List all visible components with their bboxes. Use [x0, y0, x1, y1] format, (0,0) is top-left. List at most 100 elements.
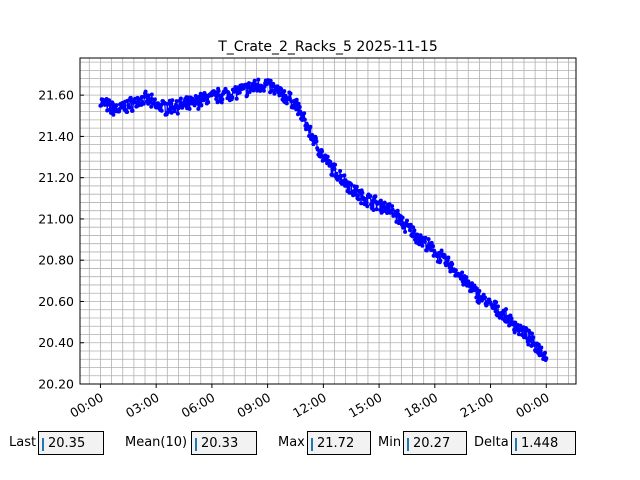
data-point [302, 117, 307, 122]
data-point [302, 111, 307, 116]
y-tick-label: 21.60 [38, 88, 74, 103]
data-point [359, 201, 364, 206]
data-point [206, 100, 211, 105]
y-tick-label: 21.00 [38, 211, 74, 226]
data-point [496, 304, 500, 309]
data-point [169, 110, 174, 115]
data-point [423, 235, 428, 240]
data-point [365, 204, 370, 209]
data-point [146, 93, 151, 98]
data-point [168, 101, 173, 106]
text-cursor [407, 438, 409, 451]
data-point [199, 103, 204, 108]
min-value: 20.27 [413, 436, 451, 451]
data-point [401, 225, 406, 230]
data-point [255, 88, 260, 93]
data-point [429, 248, 434, 253]
data-point [509, 316, 514, 321]
data-point [332, 167, 337, 171]
data-point [130, 108, 135, 113]
mean-field[interactable]: 20.33 [191, 431, 257, 455]
x-tick-label: 21:00 [457, 390, 496, 421]
data-point [237, 90, 242, 95]
data-point [111, 112, 116, 117]
data-point [313, 136, 318, 141]
y-tick-label: 21.20 [38, 170, 74, 185]
data-point [279, 87, 284, 92]
data-point [408, 228, 412, 233]
data-point [342, 173, 347, 178]
data-point [460, 270, 465, 275]
data-point [356, 193, 360, 198]
series [98, 77, 549, 362]
data-point [282, 89, 287, 94]
data-point [268, 78, 273, 83]
data-point [536, 342, 541, 347]
text-cursor [515, 438, 517, 451]
data-point [508, 313, 513, 318]
data-point [374, 207, 379, 212]
data-point [346, 187, 351, 192]
data-point [261, 88, 266, 93]
x-tick-label: 00:00 [513, 390, 552, 421]
data-point [270, 88, 274, 93]
data-point [382, 200, 387, 205]
data-point [418, 233, 423, 238]
last-value: 20.35 [48, 436, 86, 451]
x-tick-label: 18:00 [402, 390, 441, 421]
data-point [247, 81, 251, 86]
y-tick-label: 21.40 [38, 129, 74, 144]
data-point [284, 101, 289, 106]
data-point [308, 124, 313, 129]
delta-value: 1.448 [521, 436, 559, 451]
data-point [395, 208, 400, 213]
data-point [504, 307, 508, 312]
max-field[interactable]: 21.72 [307, 431, 371, 455]
y-tick-label: 20.80 [38, 253, 74, 268]
data-point [410, 234, 415, 239]
x-tick-label: 09:00 [234, 390, 273, 421]
data-point [368, 194, 373, 199]
text-cursor [311, 438, 313, 451]
min-field[interactable]: 20.27 [403, 431, 467, 455]
data-point [143, 89, 148, 94]
data-point [464, 275, 469, 280]
data-point [127, 105, 132, 110]
data-point [305, 123, 310, 128]
data-point [505, 319, 510, 324]
data-point [147, 100, 152, 105]
data-point [137, 97, 142, 102]
data-point [538, 348, 543, 353]
x-tick-label: 12:00 [290, 390, 329, 421]
min-label: Min [378, 435, 402, 450]
data-point [507, 322, 512, 327]
data-point [174, 99, 179, 104]
last-field[interactable]: 20.35 [38, 431, 104, 455]
data-point [360, 190, 365, 195]
data-point [256, 77, 261, 82]
data-point [518, 323, 523, 328]
data-point [390, 207, 395, 212]
data-point [492, 305, 497, 310]
data-point [517, 332, 521, 337]
data-point [426, 237, 431, 242]
data-point [128, 95, 133, 100]
data-point [294, 107, 299, 112]
data-point [344, 183, 349, 188]
data-point [325, 154, 330, 159]
delta-field[interactable]: 1.448 [511, 431, 576, 455]
data-point [187, 106, 192, 111]
data-point [450, 262, 455, 267]
data-point [288, 91, 293, 96]
last-label: Last [9, 435, 37, 450]
data-point [338, 169, 343, 173]
text-cursor [42, 438, 44, 451]
data-point [385, 211, 390, 215]
data-point [356, 197, 361, 202]
delta-label: Delta [474, 435, 509, 450]
data-point [477, 289, 482, 293]
data-point [371, 208, 376, 212]
data-point [152, 97, 157, 102]
data-point [320, 149, 325, 154]
data-point [393, 213, 398, 218]
